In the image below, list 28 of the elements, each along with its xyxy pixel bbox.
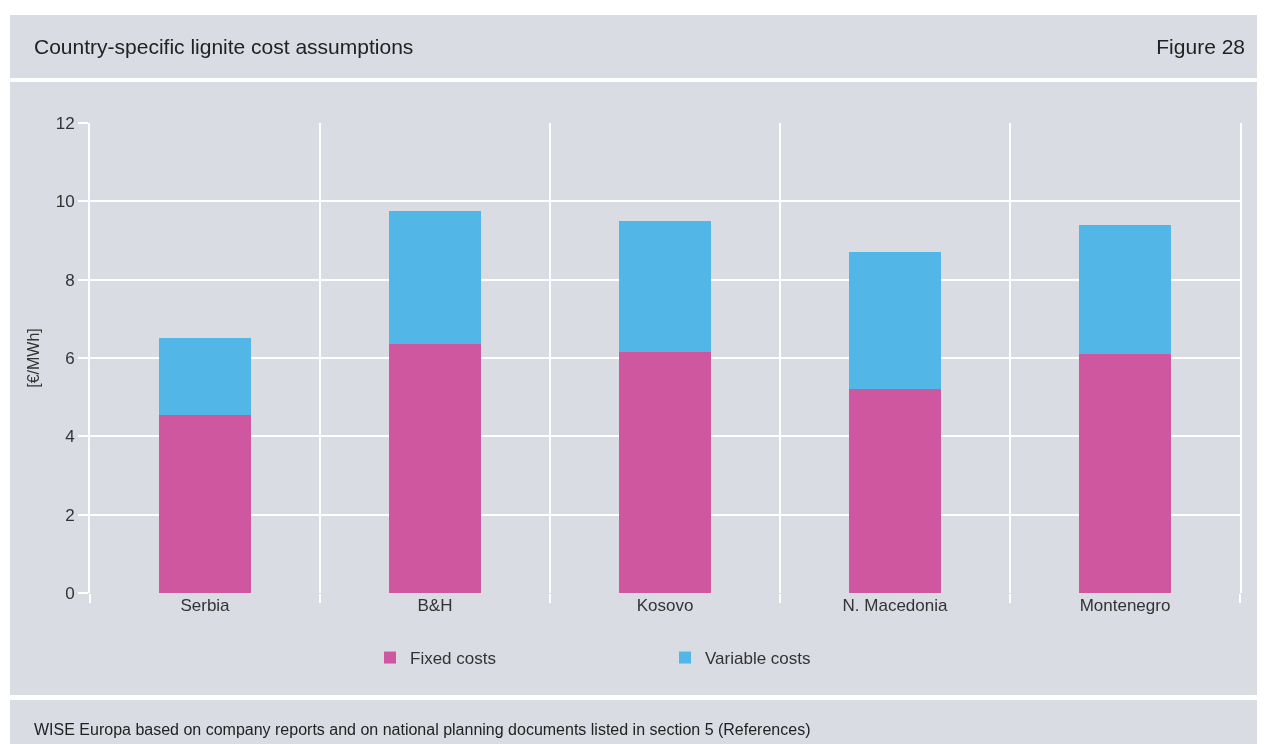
bar <box>1079 354 1171 593</box>
bar <box>389 211 481 345</box>
y-tick-label: 4 <box>65 427 75 447</box>
chart-title: Country-specific lignite cost assumptions <box>34 34 414 60</box>
bar <box>849 252 941 390</box>
caption: Figure 28 <box>1156 34 1245 60</box>
x-tick-label: Montenegro <box>1079 596 1171 615</box>
x-tick-label: Serbia <box>180 596 231 615</box>
bar <box>1079 224 1171 355</box>
y-tick-label: 6 <box>65 348 75 368</box>
bar <box>619 220 711 353</box>
y-tick-label: 12 <box>55 113 75 133</box>
text: WISE Europa based on company reports and on national planning documents listed in section 5 (References) <box>34 720 811 740</box>
bar <box>849 389 941 593</box>
y-axis-title: [€/MWh] <box>25 328 43 388</box>
x-tick-label: Kosovo <box>636 596 694 615</box>
x-tick-label: N. Macedonia <box>842 596 948 615</box>
y-tick-label: 8 <box>65 270 75 290</box>
legend-label: Variable costs <box>705 649 811 669</box>
y-tick-label: 2 <box>65 505 75 525</box>
bar <box>619 352 711 593</box>
bar <box>389 344 481 593</box>
y-tick-label: 10 <box>55 192 75 212</box>
y-tick-label: 0 <box>65 583 75 603</box>
x-tick-label: B&H <box>417 596 453 615</box>
bar <box>159 414 251 593</box>
legend-label: Fixed costs <box>410 649 496 669</box>
bar <box>159 338 251 415</box>
